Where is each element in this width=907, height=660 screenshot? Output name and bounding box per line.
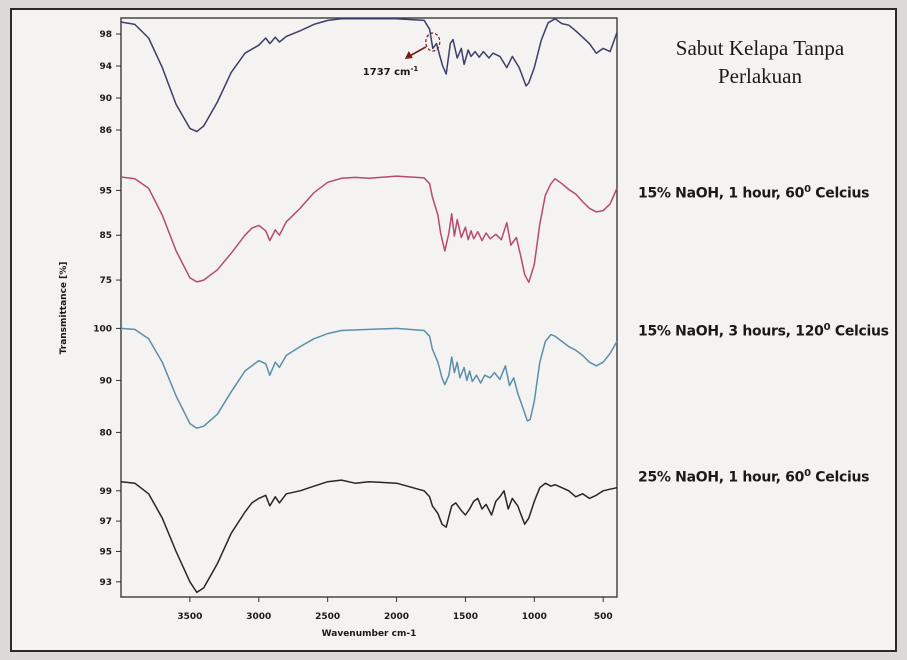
x-tick-label: 2500 (315, 612, 340, 622)
legend-label-naoh-25-1h-name: 25% NaOH, 1 hour, 60 (638, 469, 805, 486)
y-tick-label: 94 (99, 62, 112, 72)
x-tick-label: 500 (594, 612, 613, 622)
legend-label-untreated: Sabut Kelapa Tanpa Perlakuan (645, 34, 875, 91)
legend-label-untreated-line2: Perlakuan (718, 64, 802, 89)
y-tick-label: 75 (99, 276, 112, 286)
legend-label-naoh-25-1h-unit: Celcius (810, 469, 870, 486)
y-axis-label: Transmittance [%] (59, 262, 69, 355)
x-axis: 3500 3000 2500 2000 1500 1000 500 (177, 597, 613, 622)
y-tick-label: 86 (99, 126, 112, 136)
y-tick-label: 90 (99, 94, 112, 104)
y-tick-label: 93 (99, 578, 112, 588)
series-line-0 (120, 18, 618, 133)
y-tick-label: 85 (99, 231, 112, 241)
series-line-2 (120, 327, 618, 429)
annotation-label: 1737 cm-1 (363, 65, 419, 78)
legend-label-naoh-15-3h-name: 15% NaOH, 3 hours, 120 (638, 323, 824, 340)
y-tick-label: 95 (99, 547, 112, 557)
x-tick-label: 1500 (453, 612, 478, 622)
spectrum-lines (120, 18, 618, 594)
series-line-3 (120, 479, 618, 594)
legend-label-naoh-15-1h-unit: Celcius (810, 185, 870, 202)
legend-label-naoh-15-3h: 15% NaOH, 3 hours, 1200 Celcius (638, 322, 889, 340)
x-tick-label: 3500 (177, 612, 202, 622)
legend-label-untreated-line1: Sabut Kelapa Tanpa (675, 36, 845, 60)
legend-label-naoh-15-1h-name: 15% NaOH, 1 hour, 60 (638, 185, 805, 202)
legend-label-naoh-25-1h: 25% NaOH, 1 hour, 600 Celcius (638, 468, 869, 486)
y-tick-label: 95 (99, 186, 112, 196)
legend-label-naoh-15-1h: 15% NaOH, 1 hour, 600 Celcius (638, 184, 869, 202)
y-tick-label: 97 (99, 517, 112, 527)
annotation-label-main: 1737 cm (363, 67, 411, 78)
y-tick-label: 99 (99, 487, 112, 497)
plot-border (120, 17, 618, 598)
series-line-1 (120, 175, 618, 284)
annotation-label-superscript: -1 (410, 65, 418, 73)
x-tick-label: 2000 (384, 612, 409, 622)
y-tick-label: 80 (99, 428, 112, 438)
legend-label-naoh-15-3h-unit: Celcius (830, 323, 889, 340)
x-tick-label: 3000 (246, 612, 271, 622)
annotation-arrow-head (404, 51, 413, 59)
annotation-circle (425, 32, 441, 52)
x-tick-label: 1000 (522, 612, 547, 622)
figure-frame (10, 8, 897, 652)
y-tick-label: 90 (99, 376, 112, 386)
y-tick-label: 100 (93, 324, 112, 334)
y-tick-label: 98 (99, 30, 112, 40)
x-axis-label: Wavenumber cm-1 (322, 629, 417, 639)
legend-label-naoh-25-1h-degree: 0 (804, 468, 811, 479)
legend-label-naoh-15-3h-degree: 0 (823, 322, 831, 333)
annotation-group: 1737 cm-1 (363, 32, 441, 78)
y-axes: 98 94 90 86 95 85 75 100 90 80 99 97 95 93 (93, 30, 121, 588)
legend-label-naoh-15-1h-degree: 0 (804, 184, 811, 195)
